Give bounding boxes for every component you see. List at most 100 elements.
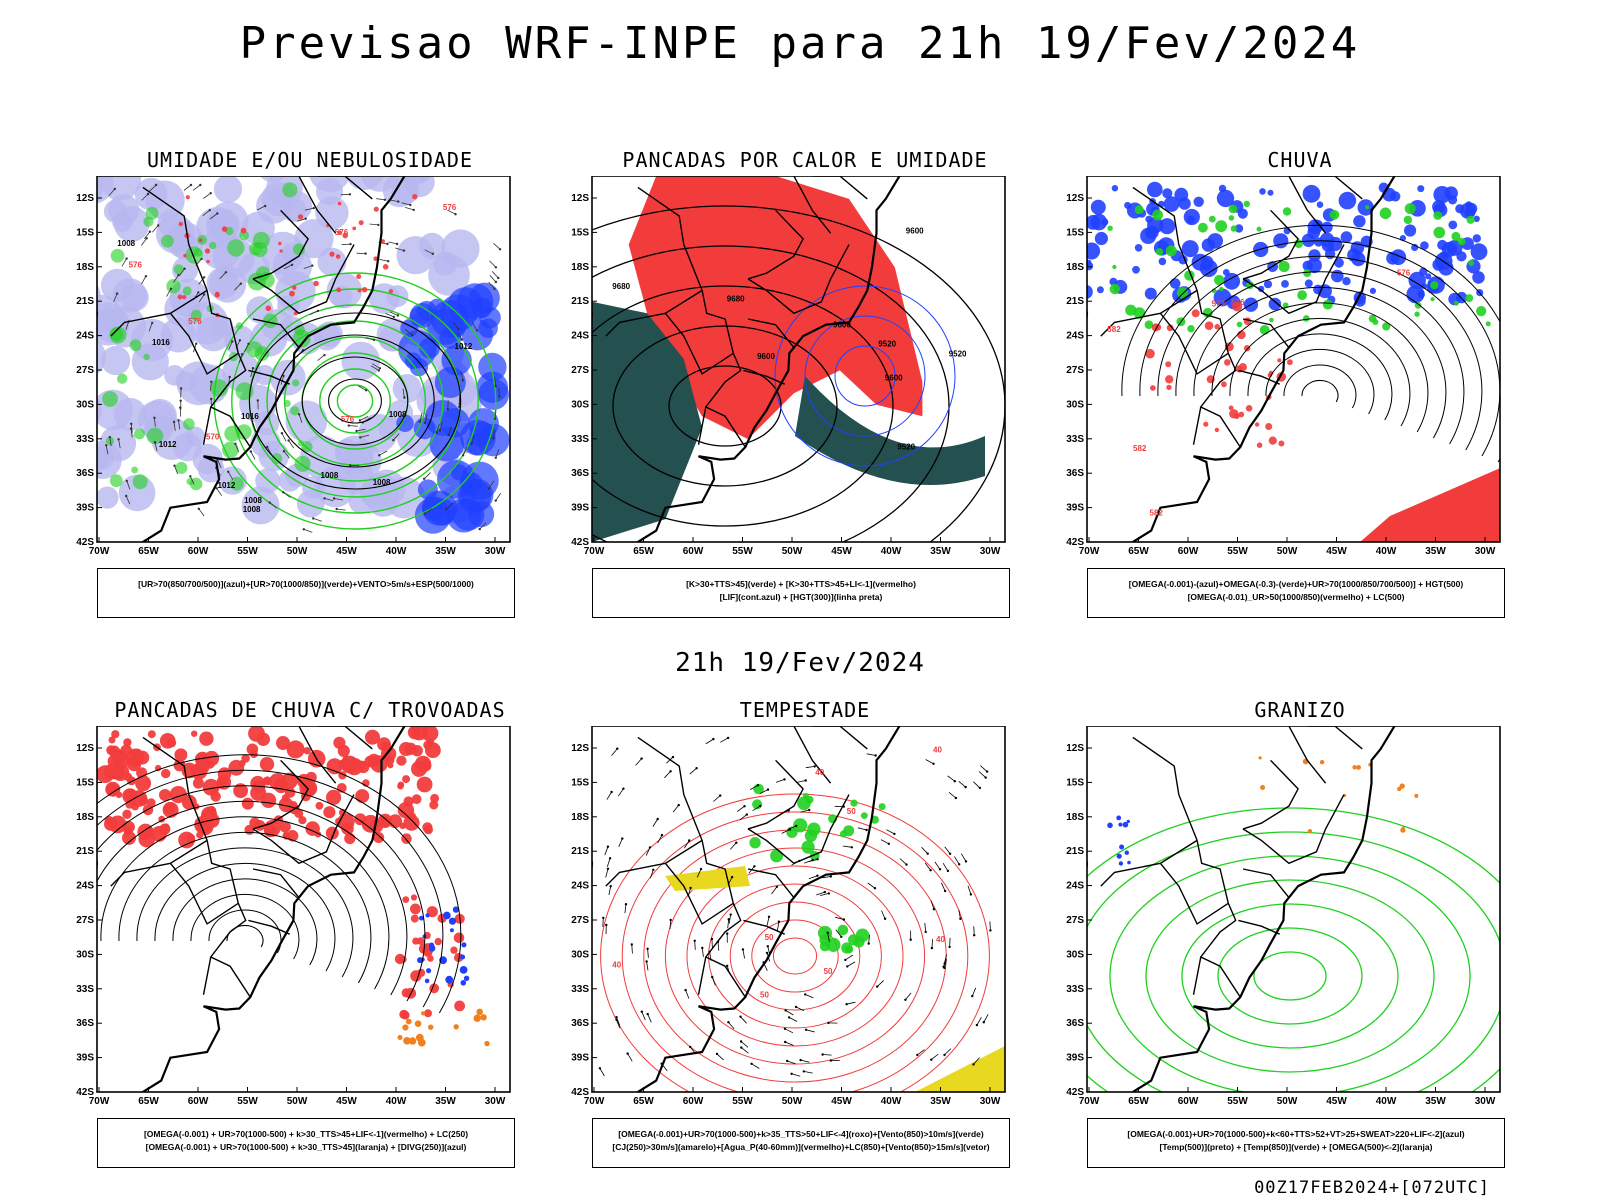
lon-tick-label: 70W	[89, 1096, 110, 1107]
lat-tick-label: 30S	[1066, 399, 1084, 410]
legend-line: [UR>70(850/700/500)](azul)+[UR>70(1000/8…	[138, 579, 474, 589]
lon-tick-label: 50W	[287, 546, 308, 557]
lon-tick-label: 55W	[732, 1096, 753, 1107]
lat-tick-label: 21S	[76, 296, 94, 307]
lat-tick-label: 33S	[1066, 984, 1084, 995]
lon-tick-label: 30W	[485, 546, 506, 557]
lat-tick-label: 12S	[1066, 743, 1084, 754]
lat-tick-label: 42S	[76, 1087, 94, 1098]
lon-tick-label: 35W	[930, 1096, 951, 1107]
panel-title: UMIDADE E/OU NEBULOSIDADE	[146, 148, 474, 172]
lat-tick-label: 15S	[571, 777, 589, 788]
lon-tick-label: 65W	[633, 1096, 654, 1107]
contour-label: 573	[1212, 299, 1226, 308]
panel-title: TEMPESTADE	[739, 698, 871, 722]
lat-tick-label: 12S	[571, 743, 589, 754]
panel-title: PANCADAS POR CALOR E UMIDADE	[622, 148, 988, 172]
precip-field	[417, 906, 470, 986]
lon-tick-label: 65W	[633, 546, 654, 557]
lat-tick-label: 27S	[1066, 915, 1084, 926]
lon-tick-label: 50W	[1277, 546, 1298, 557]
legend-granizo: [OMEGA(-0.001)+UR>70(1000-500)+k<60+TTS>…	[1087, 1118, 1505, 1168]
map-svg: 40 50 50 40 50 40 50 40 12S 15S 18S 21S 24S 27S 30S 33S…	[571, 726, 1006, 1107]
lon-tick-label: 35W	[435, 1096, 456, 1107]
lon-tick-label: 30W	[485, 1096, 506, 1107]
lon-tick-label: 55W	[1227, 1096, 1248, 1107]
map-frame	[591, 726, 1006, 1093]
contour-label: 9600	[833, 321, 851, 330]
lon-tick-label: 60W	[188, 1096, 209, 1107]
legend-trovoadas: [OMEGA(-0.001) + UR>70(1000-500) + k>30_…	[97, 1118, 515, 1168]
contour-label: 9680	[727, 295, 745, 304]
lat-tick-label: 24S	[76, 881, 94, 892]
lat-tick-label: 27S	[76, 365, 94, 376]
precip-field	[394, 894, 465, 1020]
contour-labels: 9680 9680 9600 9600 9600 9520 9520 9600 9520	[612, 227, 967, 452]
panel-granizo: GRANIZO 12S 15S 18S 21S 24S 27S 30S 33S 36S 39S 42…	[1060, 698, 1540, 1178]
lat-tick-label: 27S	[76, 915, 94, 926]
map-layers	[97, 726, 510, 1092]
lon-tick-label: 60W	[188, 546, 209, 557]
contour-label: 9680	[612, 282, 630, 291]
lat-tick-label: 21S	[1066, 296, 1084, 307]
lat-tick-label: 42S	[571, 537, 589, 548]
coastline	[592, 726, 901, 1092]
contour-label: 1012	[455, 342, 473, 351]
lat-tick-label: 42S	[1066, 1087, 1084, 1098]
contour-label: 582	[1150, 509, 1164, 518]
panel-title: PANCADAS DE CHUVA C/ TROVOADAS	[114, 698, 506, 722]
precip-field	[749, 783, 886, 863]
contour-label: 40	[815, 768, 824, 777]
lat-tick-label: 18S	[76, 812, 94, 823]
lon-tick-label: 55W	[1227, 546, 1248, 557]
lon-tick-label: 35W	[1425, 546, 1446, 557]
precip-field	[397, 1008, 490, 1047]
lat-tick-label: 33S	[76, 984, 94, 995]
legend-line: [CJ(250)>30m/s](amarelo)+[Agua_P(40-60mm…	[612, 1142, 990, 1152]
lon-tick-label: 65W	[1128, 546, 1149, 557]
lat-tick-label: 12S	[76, 743, 94, 754]
map-layers: 40 50 50 40 50 40 50 40	[592, 726, 1005, 1092]
contour-label: 576	[188, 317, 202, 326]
lon-tick-label: 60W	[1178, 1096, 1199, 1107]
lat-tick-label: 21S	[1066, 846, 1084, 857]
legend-line: [LIF](cont.azul) + [HGT(300)](linha pret…	[719, 592, 883, 602]
contour-label: 1012	[159, 440, 177, 449]
political-borders	[110, 176, 373, 448]
contour-labels: 40 50 50 40 50 40 50 40	[612, 745, 945, 999]
precip-field	[817, 924, 870, 954]
lat-tick-label: 36S	[571, 468, 589, 479]
lat-tick-label: 36S	[76, 1018, 94, 1029]
lon-tick-label: 60W	[683, 1096, 704, 1107]
lon-tick-label: 55W	[237, 546, 258, 557]
contour-label: 576	[335, 228, 349, 237]
contour-label: 1008	[321, 471, 339, 480]
jet-yellow	[915, 1046, 1005, 1092]
lon-tick-label: 60W	[683, 546, 704, 557]
map-frame	[1086, 176, 1501, 543]
lat-tick-label: 27S	[571, 365, 589, 376]
panel-tempestade: TEMPESTADE 40 50 50 40 50 40 50 40 12S 15S 18S 21S 2…	[565, 698, 1045, 1178]
contour-label: 582	[1107, 325, 1121, 334]
lat-tick-label: 15S	[76, 227, 94, 238]
lon-tick-label: 55W	[732, 546, 753, 557]
lon-tick-label: 30W	[1475, 1096, 1496, 1107]
lon-tick-label: 50W	[782, 546, 803, 557]
lat-tick-label: 18S	[571, 262, 589, 273]
coastline	[1087, 726, 1396, 1092]
lon-tick-label: 45W	[336, 546, 357, 557]
coastline	[97, 176, 406, 542]
lon-tick-label: 30W	[980, 546, 1001, 557]
map-svg: 96809680960096009600952095209600952012S1…	[571, 176, 1006, 557]
coastline	[592, 176, 901, 542]
lat-tick-label: 39S	[571, 1053, 589, 1064]
lat-tick-label: 12S	[1066, 193, 1084, 204]
legend-line: [OMEGA(-0.001)+UR>70(1000-500)+k>35_TTS>…	[618, 1129, 984, 1139]
lat-tick-label: 36S	[1066, 1018, 1084, 1029]
lat-tick-label: 36S	[76, 468, 94, 479]
political-borders	[1100, 176, 1363, 448]
lat-tick-label: 27S	[571, 915, 589, 926]
